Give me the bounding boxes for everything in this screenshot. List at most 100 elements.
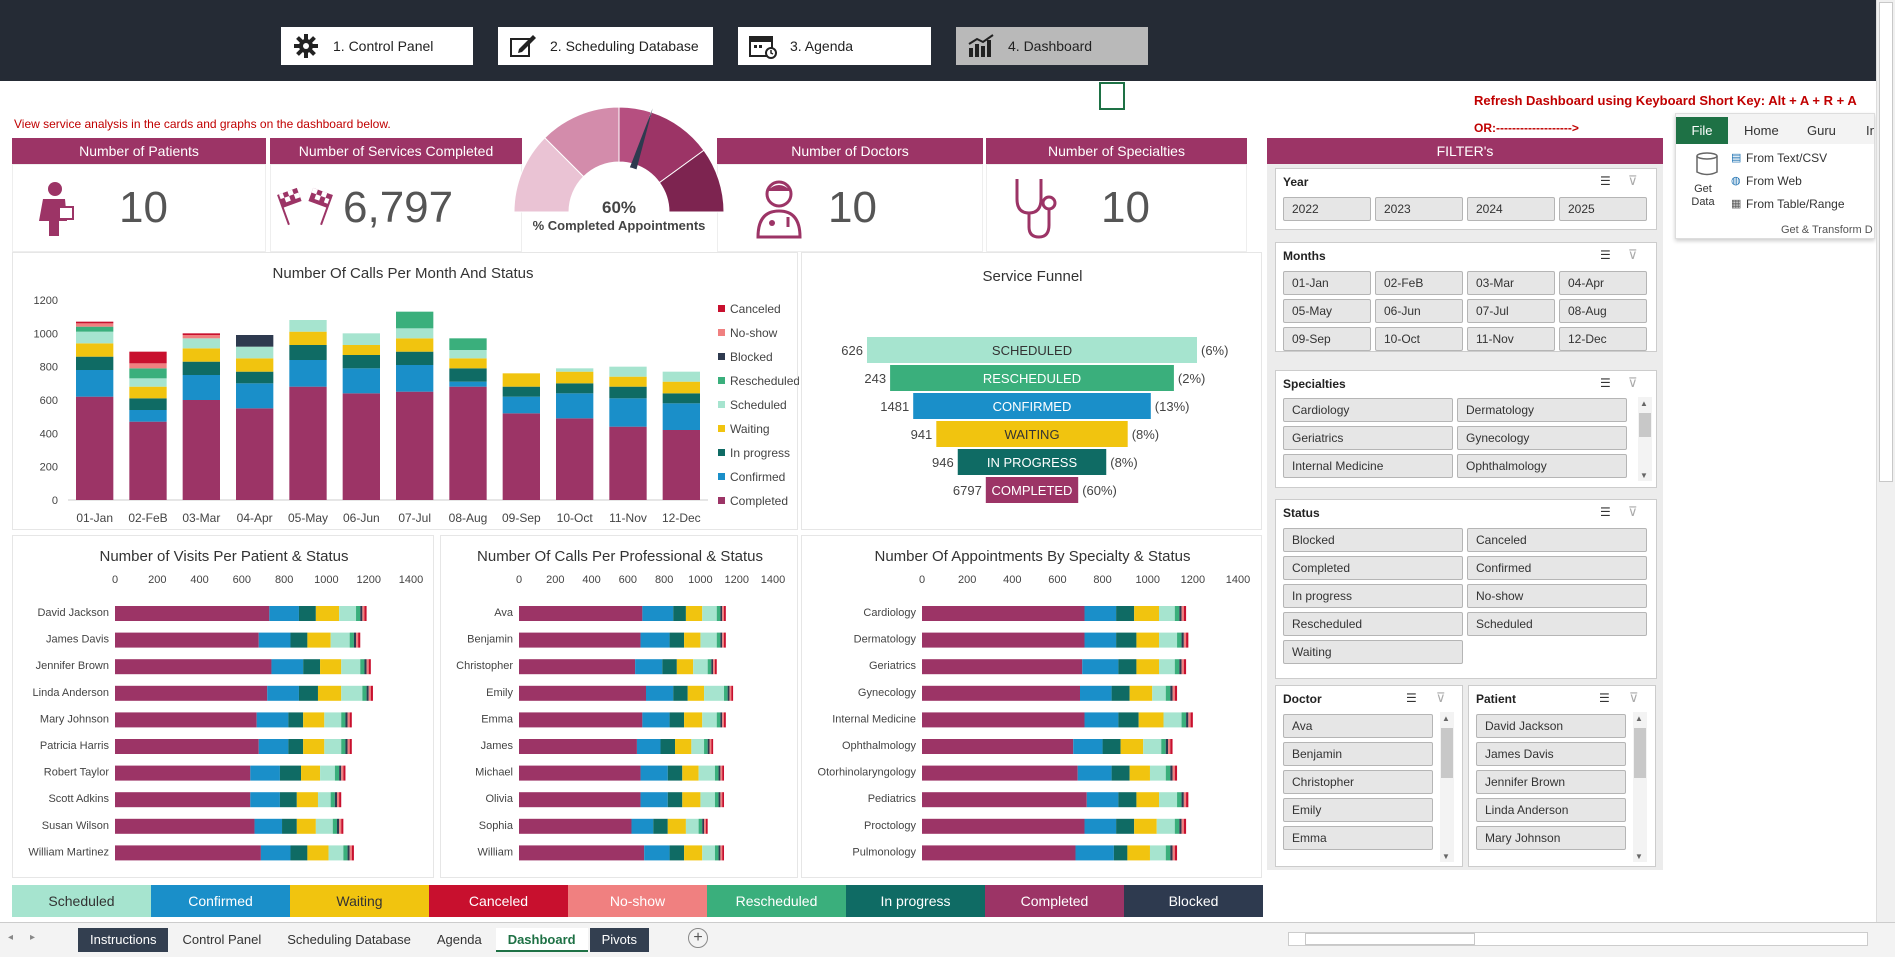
clear-filter-icon[interactable]: ⊽ [1628, 504, 1638, 519]
doctor-option[interactable]: Ava [1283, 714, 1433, 738]
multi-select-icon[interactable]: ☰ [1600, 376, 1611, 390]
specialty-option[interactable]: Gynecology [1457, 426, 1627, 450]
doctor-option[interactable]: Emily [1283, 798, 1433, 822]
tab-scroll-right-icon[interactable]: ▸ [30, 932, 36, 943]
status-option[interactable]: Confirmed [1467, 556, 1647, 580]
from-web-button[interactable]: From Web [1746, 174, 1802, 188]
specialty-option[interactable]: Ophthalmology [1457, 454, 1627, 478]
year-option[interactable]: 2023 [1375, 197, 1463, 221]
scroll-down-icon[interactable]: ▼ [1442, 851, 1450, 861]
month-option[interactable]: 10-Oct [1375, 327, 1463, 351]
month-option[interactable]: 01-Jan [1283, 271, 1371, 295]
sheet-tab-agenda[interactable]: Agenda [436, 932, 482, 947]
status-option[interactable]: Waiting [1283, 640, 1463, 664]
sheet-tab-dashboard[interactable]: Dashboard [495, 928, 588, 952]
month-option[interactable]: 02-FeB [1375, 271, 1463, 295]
add-sheet-icon[interactable]: + [688, 928, 708, 948]
selected-cell[interactable] [1099, 82, 1125, 110]
status-option[interactable]: Canceled [1467, 528, 1647, 552]
status-option[interactable]: Blocked [1283, 528, 1463, 552]
multi-select-icon[interactable]: ☰ [1600, 505, 1611, 519]
doctors-card: 10 [717, 164, 983, 252]
scroll-up-icon[interactable]: ▲ [1640, 398, 1648, 408]
get-data-button[interactable]: Get Data [1691, 183, 1715, 208]
from-text-csv-button[interactable]: From Text/CSV [1746, 151, 1828, 165]
year-option[interactable]: 2024 [1467, 197, 1555, 221]
gear-icon [291, 31, 321, 61]
status-option[interactable]: Rescheduled [1283, 612, 1463, 636]
patient-option[interactable]: Mary Johnson [1476, 826, 1626, 850]
status-option[interactable]: Completed [1283, 556, 1463, 580]
month-option[interactable]: 09-Sep [1283, 327, 1371, 351]
nav-scheduling-database-button[interactable]: 2. Scheduling Database [498, 27, 713, 65]
bar-segment-scheduled [324, 739, 342, 754]
doctor-option[interactable]: Christopher [1283, 770, 1433, 794]
clear-filter-icon[interactable]: ⊽ [1628, 173, 1638, 188]
legend-swatch [718, 401, 725, 408]
scroll-thumb[interactable] [1634, 728, 1646, 778]
nav-dashboard-button[interactable]: 4. Dashboard [956, 27, 1148, 65]
status-option[interactable]: In progress [1283, 584, 1463, 608]
month-option[interactable]: 06-Jun [1375, 299, 1463, 323]
specialty-option[interactable]: Dermatology [1457, 398, 1627, 422]
month-option[interactable]: 03-Mar [1467, 271, 1555, 295]
horizontal-scroll-thumb[interactable] [1305, 933, 1475, 945]
specialties-scrollbar[interactable]: ▲ ▼ [1638, 397, 1652, 481]
x-tick-label: 11-Nov [609, 511, 647, 525]
horizontal-scrollbar[interactable] [1288, 932, 1868, 946]
specialty-option[interactable]: Cardiology [1283, 398, 1453, 422]
ribbon-tab-guru[interactable]: Guru [1807, 123, 1836, 138]
patient-scrollbar[interactable]: ▲ ▼ [1633, 712, 1647, 862]
ribbon-tab-home[interactable]: Home [1744, 123, 1779, 138]
vertical-scroll-thumb[interactable] [1879, 2, 1893, 482]
sheet-tab-control-panel[interactable]: Control Panel [182, 932, 262, 947]
doctor-option[interactable]: Benjamin [1283, 742, 1433, 766]
tab-scroll-left-icon[interactable]: ◂ [8, 932, 14, 943]
sheet-tab-pivots[interactable]: Pivots [589, 928, 649, 952]
patient-option[interactable]: James Davis [1476, 742, 1626, 766]
sheet-tab-scheduling-database[interactable]: Scheduling Database [287, 932, 411, 947]
multi-select-icon[interactable]: ☰ [1406, 691, 1417, 705]
doctor-option[interactable]: Emma [1283, 826, 1433, 850]
multi-select-icon[interactable]: ☰ [1600, 248, 1611, 262]
specialty-option[interactable]: Internal Medicine [1283, 454, 1453, 478]
nav-control-panel-button[interactable]: 1. Control Panel [281, 27, 473, 65]
scroll-thumb[interactable] [1639, 413, 1651, 437]
bar-segment-scheduled [693, 659, 708, 675]
clear-filter-icon[interactable]: ⊽ [1628, 375, 1638, 390]
month-option[interactable]: 08-Aug [1559, 299, 1647, 323]
clear-filter-icon[interactable]: ⊽ [1628, 247, 1638, 262]
month-option[interactable]: 07-Jul [1467, 299, 1555, 323]
status-slicer: Status ☰ ⊽ Blocked Canceled Completed Confi… [1275, 499, 1657, 679]
scroll-thumb[interactable] [1441, 728, 1453, 778]
patient-option[interactable]: Jennifer Brown [1476, 770, 1626, 794]
sheet-tab-instructions[interactable]: Instructions [78, 928, 169, 952]
multi-select-icon[interactable]: ☰ [1599, 691, 1610, 705]
year-option[interactable]: 2025 [1559, 197, 1647, 221]
month-option[interactable]: 04-Apr [1559, 271, 1647, 295]
patient-option[interactable]: David Jackson [1476, 714, 1626, 738]
scroll-down-icon[interactable]: ▼ [1635, 851, 1643, 861]
vertical-scrollbar[interactable] [1876, 0, 1895, 922]
multi-select-icon[interactable]: ☰ [1600, 174, 1611, 188]
nav-agenda-button[interactable]: 3. Agenda [738, 27, 931, 65]
ribbon-tab-insert[interactable]: In [1866, 123, 1874, 138]
clear-filter-icon[interactable]: ⊽ [1436, 690, 1446, 705]
doctor-scrollbar[interactable]: ▲ ▼ [1440, 712, 1454, 862]
month-option[interactable]: 11-Nov [1467, 327, 1555, 351]
month-option[interactable]: 05-May [1283, 299, 1371, 323]
month-option[interactable]: 12-Dec [1559, 327, 1647, 351]
clear-filter-icon[interactable]: ⊽ [1629, 690, 1639, 705]
patient-option[interactable]: Linda Anderson [1476, 798, 1626, 822]
scroll-up-icon[interactable]: ▲ [1635, 713, 1643, 723]
gauge-label: % Completed Appointments [532, 218, 706, 233]
scroll-up-icon[interactable]: ▲ [1442, 713, 1450, 723]
ribbon-tab-file[interactable]: File [1676, 117, 1728, 144]
scroll-down-icon[interactable]: ▼ [1640, 470, 1648, 480]
status-option[interactable]: Scheduled [1467, 612, 1647, 636]
from-table-range-button[interactable]: From Table/Range [1746, 197, 1845, 211]
specialty-option[interactable]: Geriatrics [1283, 426, 1453, 450]
status-option[interactable]: No-show [1467, 584, 1647, 608]
bar-segment-canceled [714, 659, 717, 675]
year-option[interactable]: 2022 [1283, 197, 1371, 221]
